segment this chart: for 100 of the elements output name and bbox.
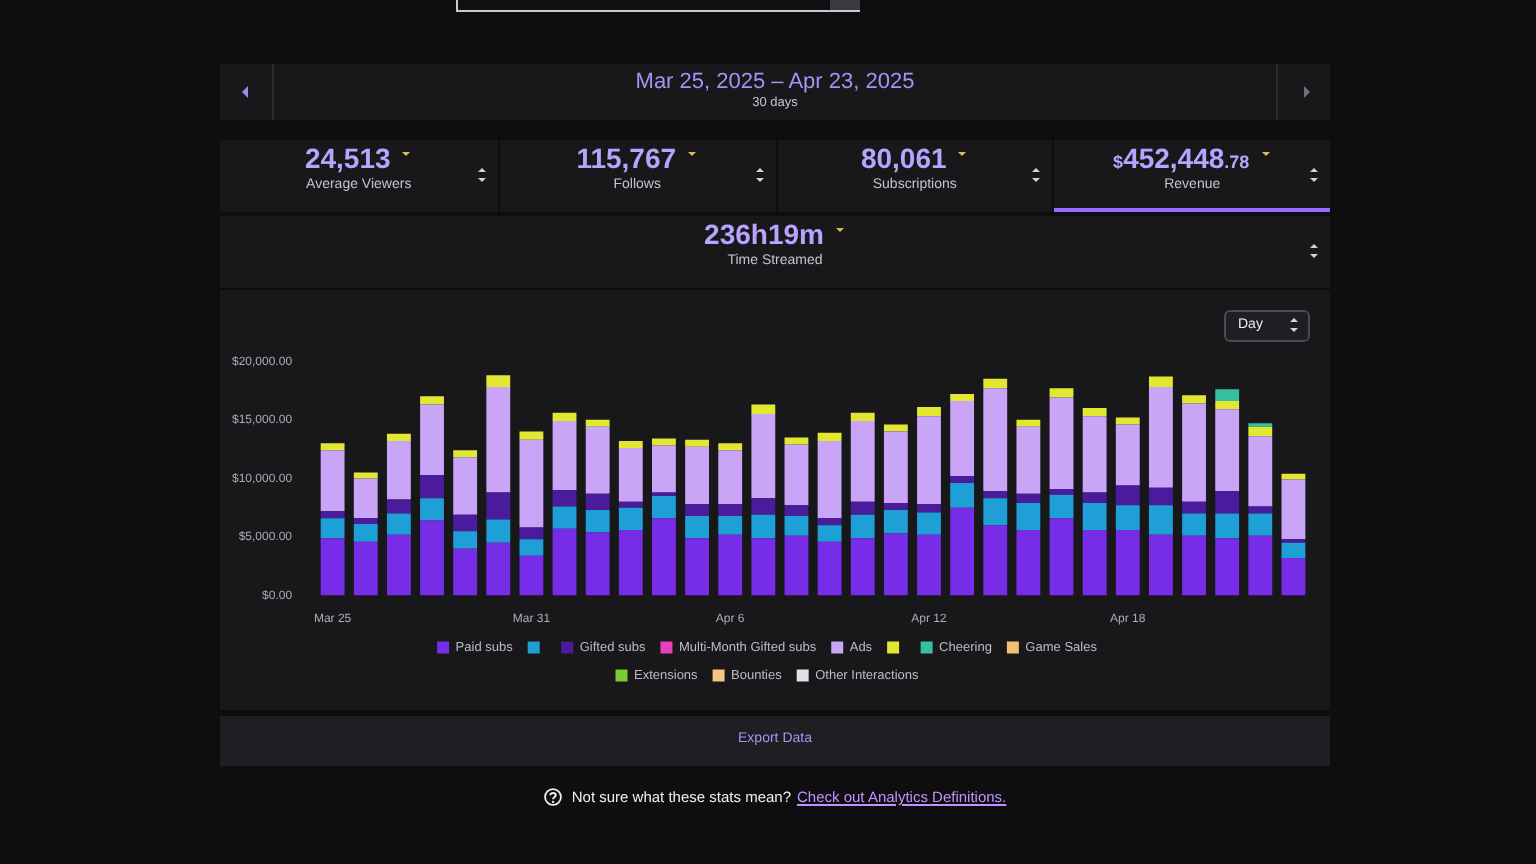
bar <box>353 478 378 519</box>
bar <box>718 534 743 596</box>
bar <box>585 419 610 427</box>
bar <box>486 375 511 387</box>
bar <box>850 420 875 502</box>
bar <box>519 539 544 556</box>
bar <box>850 514 875 539</box>
bar <box>1215 538 1240 596</box>
bar <box>1281 558 1306 596</box>
bar <box>983 498 1008 526</box>
bar <box>1215 389 1240 402</box>
bar <box>420 404 444 475</box>
bar <box>1016 493 1041 504</box>
bar <box>883 424 908 432</box>
bar <box>950 401 975 477</box>
bar <box>320 443 345 451</box>
bar <box>883 503 908 511</box>
bar <box>552 528 577 596</box>
bar <box>1148 505 1173 535</box>
bar <box>1182 535 1206 596</box>
text: 24,513 <box>304 142 391 174</box>
bar <box>784 505 809 516</box>
bar <box>917 406 941 417</box>
bar <box>1182 513 1206 536</box>
bar <box>585 510 610 533</box>
bar <box>652 438 676 446</box>
bar <box>950 476 975 484</box>
bar <box>1248 513 1273 536</box>
bar <box>917 512 941 535</box>
bar <box>1115 485 1140 506</box>
bar <box>1049 488 1074 495</box>
bar <box>685 446 709 505</box>
bar <box>453 514 478 532</box>
bar <box>1215 513 1240 539</box>
bar <box>420 498 444 521</box>
bar <box>917 534 941 596</box>
bar <box>386 534 411 596</box>
bar <box>784 535 809 596</box>
bar <box>453 450 478 458</box>
bar <box>1049 494 1074 519</box>
bar <box>950 507 975 596</box>
bar <box>817 518 842 526</box>
bar <box>1182 403 1206 502</box>
bar <box>486 542 511 596</box>
bar <box>685 515 709 539</box>
bar <box>552 420 577 491</box>
bar <box>751 498 776 515</box>
bar <box>883 431 908 504</box>
bar <box>1248 506 1273 514</box>
bar <box>883 510 908 534</box>
bar <box>519 431 544 440</box>
bar <box>1082 529 1107 596</box>
bar <box>917 416 941 505</box>
bar <box>486 492 511 520</box>
bar <box>1115 529 1140 596</box>
bar <box>320 511 345 519</box>
bar <box>1281 542 1306 559</box>
bar <box>751 404 776 414</box>
bar <box>353 518 378 525</box>
bar <box>1281 473 1306 480</box>
bar <box>486 519 511 543</box>
bar <box>585 493 610 511</box>
bar <box>552 490 577 507</box>
bar <box>652 495 676 519</box>
bar <box>618 507 643 530</box>
bar <box>983 378 1008 389</box>
bar <box>652 445 676 493</box>
bar <box>1148 487 1173 506</box>
bar <box>784 444 809 506</box>
bar <box>685 439 709 447</box>
bar <box>983 491 1008 499</box>
text: $452,448.78 <box>1113 142 1250 174</box>
bar <box>1248 535 1273 596</box>
bar <box>1016 419 1041 427</box>
bar <box>817 440 842 519</box>
bar <box>1248 436 1273 507</box>
text: 115,767 <box>576 142 677 174</box>
bar <box>1148 386 1173 488</box>
bar <box>1016 426 1041 494</box>
bar <box>817 432 842 441</box>
bar <box>1082 416 1107 493</box>
bar <box>850 412 875 421</box>
bar <box>950 483 975 508</box>
bar <box>1016 503 1041 530</box>
bar <box>718 450 743 505</box>
bar <box>386 513 411 535</box>
bar <box>1215 401 1240 410</box>
bar <box>1115 417 1140 425</box>
bar <box>1082 492 1107 504</box>
bar <box>1115 424 1140 486</box>
bar <box>751 514 776 539</box>
bar <box>1049 397 1074 489</box>
bar <box>453 457 478 515</box>
bar <box>1148 376 1173 387</box>
bar <box>552 412 577 421</box>
bar <box>850 538 875 596</box>
bar <box>386 440 411 500</box>
bar <box>817 525 842 542</box>
bar <box>1281 479 1306 540</box>
bar <box>883 533 908 596</box>
